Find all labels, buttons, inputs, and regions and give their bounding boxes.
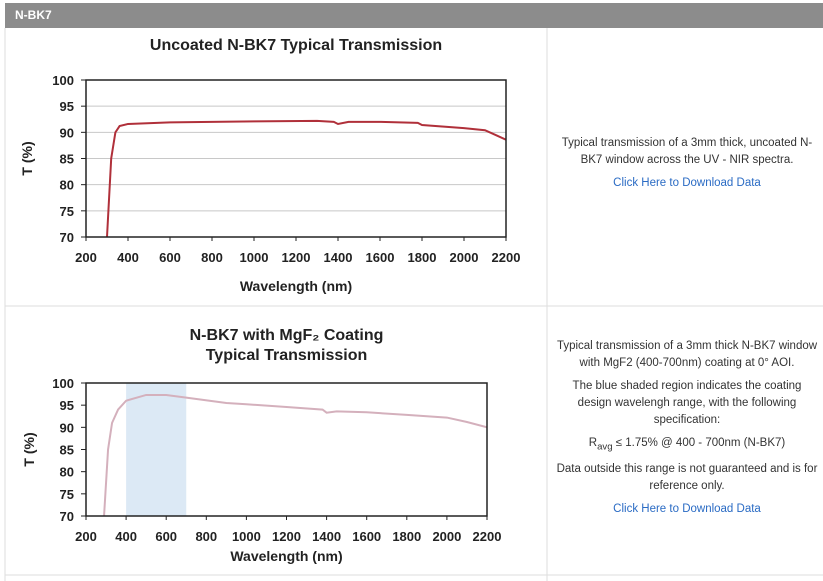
x-tick-label: 200 bbox=[75, 529, 97, 544]
plot-frame bbox=[85, 382, 488, 517]
x-tick-label: 400 bbox=[117, 250, 139, 265]
download-link[interactable]: Click Here to Download Data bbox=[613, 503, 761, 516]
x-tick-label: 1800 bbox=[408, 250, 437, 265]
description-text: Typical transmission of a 3mm thick N-BK… bbox=[556, 340, 818, 369]
y-tick-label: 70 bbox=[60, 230, 74, 245]
y-tick-label: 85 bbox=[60, 443, 74, 458]
spec: Ravg ≤ 1.75% @ 400 - 700nm (N-BK7) bbox=[556, 435, 818, 455]
y-tick-label: 95 bbox=[60, 99, 74, 114]
x-tick-label: 600 bbox=[159, 250, 181, 265]
y-tick-label: 80 bbox=[60, 178, 74, 193]
x-axis-label: Wavelength (nm) bbox=[240, 278, 352, 294]
y-tick-label: 75 bbox=[60, 487, 74, 502]
x-tick-label: 2000 bbox=[450, 250, 479, 265]
x-tick-label: 1600 bbox=[352, 529, 381, 544]
chart-title: N-BK7 with MgF₂ Coating bbox=[190, 327, 384, 344]
x-tick-label: 2200 bbox=[473, 529, 502, 544]
data-line bbox=[103, 393, 487, 516]
x-tick-label: 1200 bbox=[272, 529, 301, 544]
y-tick-label: 100 bbox=[52, 376, 74, 391]
spec-text: ≤ 1.75% @ 400 - 700nm (N-BK7) bbox=[612, 437, 786, 449]
x-tick-label: 200 bbox=[75, 250, 97, 265]
spec-subscript: avg bbox=[597, 441, 613, 453]
data-line bbox=[106, 119, 506, 237]
note: Data outside this range is not guarantee… bbox=[556, 463, 818, 493]
y-tick-label: 100 bbox=[52, 73, 74, 88]
x-axis-label: Wavelength (nm) bbox=[230, 548, 342, 564]
x-tick-label: 2200 bbox=[492, 250, 521, 265]
x-tick-label: 800 bbox=[201, 250, 223, 265]
y-axis-label: T (%) bbox=[21, 432, 37, 466]
y-tick-label: 90 bbox=[60, 420, 74, 435]
y-tick-label: 85 bbox=[60, 152, 74, 167]
y-tick-label: 75 bbox=[60, 204, 74, 219]
x-tick-label: 1400 bbox=[312, 529, 341, 544]
x-tick-label: 1800 bbox=[392, 529, 421, 544]
y-tick-label: 90 bbox=[60, 125, 74, 140]
plot-frame bbox=[85, 79, 507, 238]
y-tick-label: 80 bbox=[60, 465, 74, 480]
description: Typical transmission of a 3mm thick N-BK… bbox=[548, 338, 823, 518]
chart-title: Uncoated N-BK7 Typical Transmission bbox=[150, 37, 442, 54]
x-tick-label: 400 bbox=[115, 529, 137, 544]
header: N-BK7 bbox=[5, 3, 823, 28]
y-axis-label: T (%) bbox=[19, 141, 35, 175]
y-tick-label: 70 bbox=[60, 509, 74, 524]
spec-symbol: R bbox=[588, 437, 598, 449]
x-tick-label: 1400 bbox=[324, 250, 353, 265]
description: Typical transmission of a 3mm thick, unc… bbox=[548, 135, 823, 192]
y-tick-label: 95 bbox=[60, 398, 74, 413]
description-text: Typical transmission of a 3mm thick, unc… bbox=[561, 137, 813, 166]
x-tick-label: 1000 bbox=[232, 529, 261, 544]
x-tick-label: 2000 bbox=[432, 529, 461, 544]
x-tick-label: 800 bbox=[195, 529, 217, 544]
chart-title: Typical Transmission bbox=[206, 347, 368, 364]
shaded-region bbox=[126, 383, 187, 516]
x-tick-label: 1000 bbox=[240, 250, 269, 265]
x-tick-label: 600 bbox=[155, 529, 177, 544]
x-tick-label: 1200 bbox=[282, 250, 311, 265]
download-link[interactable]: Click Here to Download Data bbox=[613, 177, 761, 189]
description-text: The blue shaded region indicates the coa… bbox=[572, 380, 802, 426]
x-tick-label: 1600 bbox=[366, 250, 395, 265]
